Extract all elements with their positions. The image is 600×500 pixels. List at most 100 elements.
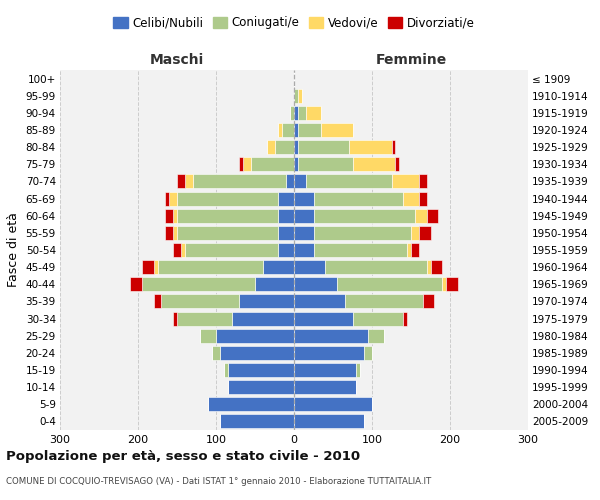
Bar	[294, 278, 337, 291]
Text: Maschi: Maschi	[150, 52, 204, 66]
Bar	[177, 312, 232, 326]
Bar	[283, 123, 294, 137]
Bar	[294, 380, 356, 394]
Bar	[392, 174, 419, 188]
Bar	[419, 192, 427, 205]
Bar	[177, 226, 278, 240]
Bar	[154, 294, 161, 308]
Bar	[356, 363, 360, 377]
Bar	[419, 226, 431, 240]
Bar	[294, 226, 314, 240]
Bar	[177, 208, 278, 222]
Bar	[294, 260, 325, 274]
Bar	[177, 192, 278, 205]
Bar	[427, 260, 431, 274]
Bar	[353, 158, 395, 172]
Bar	[278, 208, 294, 222]
Y-axis label: Fasce di età: Fasce di età	[7, 212, 20, 288]
Bar	[294, 140, 298, 154]
Bar	[364, 346, 372, 360]
Bar	[169, 192, 177, 205]
Bar	[294, 398, 372, 411]
Bar	[314, 243, 407, 257]
Bar	[294, 363, 356, 377]
Bar	[239, 294, 294, 308]
Bar	[220, 346, 294, 360]
Bar	[403, 192, 419, 205]
Bar	[173, 226, 177, 240]
Bar	[322, 123, 353, 137]
Bar	[306, 106, 322, 120]
Bar	[298, 140, 349, 154]
Bar	[216, 328, 294, 342]
Bar	[173, 243, 181, 257]
Bar	[193, 174, 286, 188]
Bar	[266, 140, 275, 154]
Bar	[173, 312, 177, 326]
Bar	[298, 158, 353, 172]
Bar	[185, 174, 193, 188]
Bar	[306, 174, 392, 188]
Bar	[220, 414, 294, 428]
Y-axis label: Anni di nascita: Anni di nascita	[597, 204, 600, 296]
Bar	[415, 208, 427, 222]
Legend: Celibi/Nubili, Coniugati/e, Vedovi/e, Divorziati/e: Celibi/Nubili, Coniugati/e, Vedovi/e, Di…	[110, 13, 478, 33]
Bar	[294, 158, 298, 172]
Bar	[255, 278, 294, 291]
Bar	[431, 260, 442, 274]
Bar	[392, 140, 395, 154]
Bar	[298, 88, 302, 102]
Bar	[446, 278, 458, 291]
Bar	[294, 414, 364, 428]
Bar	[165, 208, 173, 222]
Bar	[212, 346, 220, 360]
Bar	[349, 140, 392, 154]
Bar	[294, 192, 314, 205]
Bar	[154, 260, 157, 274]
Bar	[337, 278, 442, 291]
Bar	[314, 226, 411, 240]
Text: COMUNE DI COCQUIO-TREVISAGO (VA) - Dati ISTAT 1° gennaio 2010 - Elaborazione TUT: COMUNE DI COCQUIO-TREVISAGO (VA) - Dati …	[6, 478, 431, 486]
Bar	[294, 88, 298, 102]
Bar	[224, 363, 228, 377]
Bar	[173, 208, 177, 222]
Bar	[142, 278, 255, 291]
Bar	[344, 294, 422, 308]
Bar	[228, 380, 294, 394]
Bar	[314, 208, 415, 222]
Bar	[427, 208, 438, 222]
Bar	[290, 106, 294, 120]
Bar	[157, 260, 263, 274]
Bar	[275, 140, 294, 154]
Bar	[165, 226, 173, 240]
Bar	[298, 106, 306, 120]
Bar	[185, 243, 278, 257]
Bar	[294, 346, 364, 360]
Bar	[278, 226, 294, 240]
Bar	[403, 312, 407, 326]
Bar	[368, 328, 384, 342]
Bar	[298, 123, 322, 137]
Bar	[353, 312, 403, 326]
Bar	[177, 174, 185, 188]
Bar	[419, 174, 427, 188]
Text: Femmine: Femmine	[376, 52, 446, 66]
Bar	[165, 192, 169, 205]
Bar	[278, 123, 283, 137]
Bar	[181, 243, 185, 257]
Bar	[200, 328, 216, 342]
Bar	[294, 243, 314, 257]
Bar	[239, 158, 244, 172]
Bar	[278, 243, 294, 257]
Bar	[325, 260, 427, 274]
Bar	[278, 192, 294, 205]
Bar	[423, 294, 434, 308]
Bar	[228, 363, 294, 377]
Bar	[161, 294, 239, 308]
Bar	[294, 208, 314, 222]
Bar	[244, 158, 251, 172]
Bar	[314, 192, 403, 205]
Bar	[407, 243, 411, 257]
Bar	[208, 398, 294, 411]
Bar	[294, 174, 306, 188]
